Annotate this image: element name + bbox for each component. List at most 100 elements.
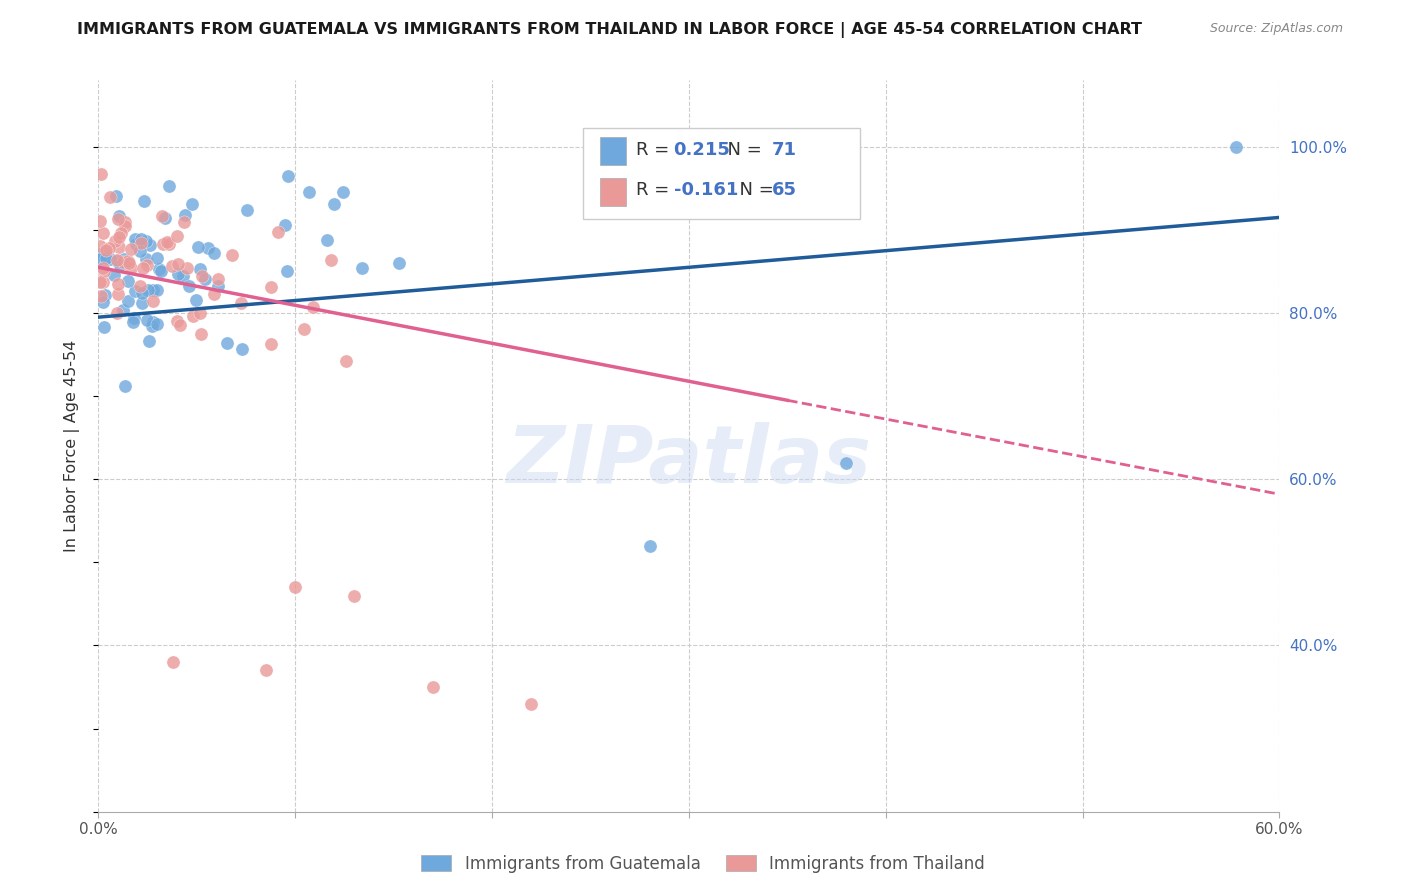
FancyBboxPatch shape [600,178,626,205]
Point [94,251,117,265]
Point [315,233,337,247]
Point [129,279,152,293]
Point [105,254,128,268]
Point [323,196,346,211]
Point [89,252,111,267]
Point [142,315,165,329]
Point [202,245,225,260]
Point [105,189,128,203]
Point [274,218,297,232]
Point [124,311,146,326]
Text: ZIPatlas: ZIPatlas [506,422,872,500]
Point [260,280,283,294]
Point [103,268,125,282]
Point [118,256,141,270]
Point [638,539,661,553]
Point [104,235,127,249]
Point [93,245,115,260]
Point [114,215,136,229]
Point [135,313,157,327]
Point [125,236,148,251]
Point [352,261,374,276]
FancyBboxPatch shape [582,128,860,219]
Point [332,185,354,199]
Point [155,211,177,225]
Point [111,255,134,269]
Point [117,294,139,309]
Point [114,219,136,233]
Point [259,337,281,351]
Text: N =: N = [728,181,779,199]
Point [187,240,209,254]
Point [157,178,180,193]
Point [169,318,191,333]
Point [136,258,159,272]
Point [132,261,155,276]
Text: 71: 71 [772,142,797,160]
Point [231,342,253,356]
Point [114,379,136,393]
Point [197,241,219,255]
Point [236,202,259,217]
Text: -0.161: -0.161 [673,181,738,199]
Point [176,260,198,275]
Y-axis label: In Labor Force | Age 45-54: In Labor Force | Age 45-54 [63,340,80,552]
Point [136,284,159,298]
Point [145,318,167,332]
Point [191,269,214,284]
Point [93,264,115,278]
Point [107,212,129,227]
Point [173,215,195,229]
Point [129,232,152,246]
Point [172,269,194,284]
Point [129,236,152,251]
Point [298,185,321,199]
Point [166,228,188,243]
Point [90,288,112,302]
Point [156,235,179,250]
Point [89,239,111,253]
Point [276,263,298,277]
Point [135,234,157,248]
Point [132,194,155,208]
Point [174,208,197,222]
Point [98,252,121,266]
Text: 65: 65 [772,181,797,199]
Point [267,225,290,239]
Point [292,322,315,336]
Point [302,300,325,314]
Point [91,227,114,241]
Point [181,196,204,211]
Point [93,319,115,334]
Point [194,272,217,286]
Point [162,655,184,669]
Point [190,306,212,320]
Point [107,286,129,301]
Point [215,335,238,350]
Point [108,209,131,223]
Point [112,252,135,266]
Point [335,353,357,368]
Point [93,288,115,302]
Point [108,239,131,253]
Point [91,295,114,310]
Point [177,279,200,293]
Point [150,209,173,223]
Legend: Immigrants from Guatemala, Immigrants from Thailand: Immigrants from Guatemala, Immigrants fr… [415,848,991,880]
Point [202,286,225,301]
Point [112,303,135,318]
Point [135,252,157,267]
Text: R =: R = [636,181,675,199]
Point [121,314,143,328]
Text: 0.215: 0.215 [673,142,731,160]
Point [89,275,111,289]
Point [160,259,183,273]
Point [166,267,188,281]
Point [277,169,299,183]
Point [520,697,543,711]
Point [131,285,153,300]
Point [89,214,111,228]
Point [835,456,858,470]
Point [117,253,139,268]
Point [1225,140,1247,154]
